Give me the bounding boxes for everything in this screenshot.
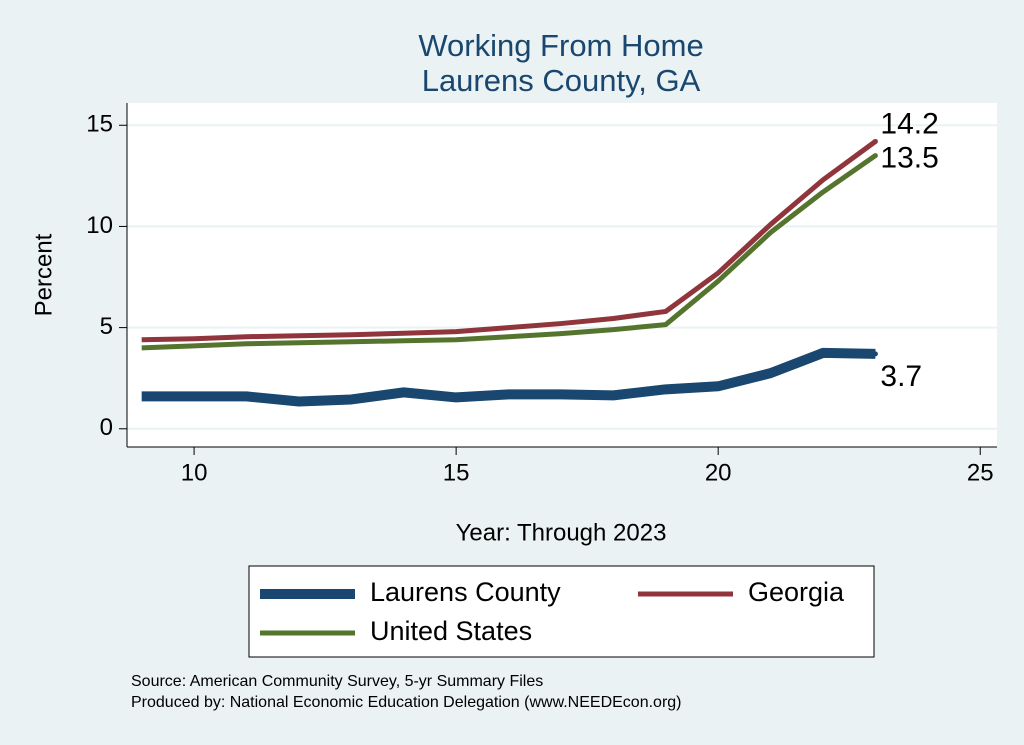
x-tick-label: 25 [967, 459, 994, 486]
legend-label: United States [370, 616, 532, 646]
series-line [141, 347, 876, 407]
y-tick-label: 0 [100, 414, 113, 441]
x-axis-title: Year: Through 2023 [456, 519, 667, 546]
note: Source: American Community Survey, 5-yr … [131, 673, 543, 690]
data-label: 14.2 [880, 107, 938, 140]
chart-title: Working From Home [418, 28, 703, 63]
chart-subtitle: Laurens County, GA [422, 63, 701, 98]
x-tick-label: 20 [705, 459, 732, 486]
end-point [872, 153, 878, 159]
data-label: 3.7 [880, 360, 922, 393]
y-tick-label: 5 [100, 313, 113, 340]
legend-label: Laurens County [370, 577, 561, 607]
series-line [141, 153, 877, 351]
series-line [141, 139, 877, 343]
end-point [872, 138, 878, 144]
x-tick-label: 15 [443, 459, 470, 486]
end-point [872, 351, 878, 357]
y-axis-title: Percent [30, 233, 57, 316]
legend-label: Georgia [748, 577, 845, 607]
x-tick-label: 10 [181, 459, 208, 486]
note: Produced by: National Economic Education… [131, 694, 682, 711]
y-tick-label: 15 [86, 111, 113, 138]
data-label: 13.5 [880, 142, 938, 175]
y-tick-label: 10 [86, 212, 113, 239]
legend-box [248, 565, 875, 658]
